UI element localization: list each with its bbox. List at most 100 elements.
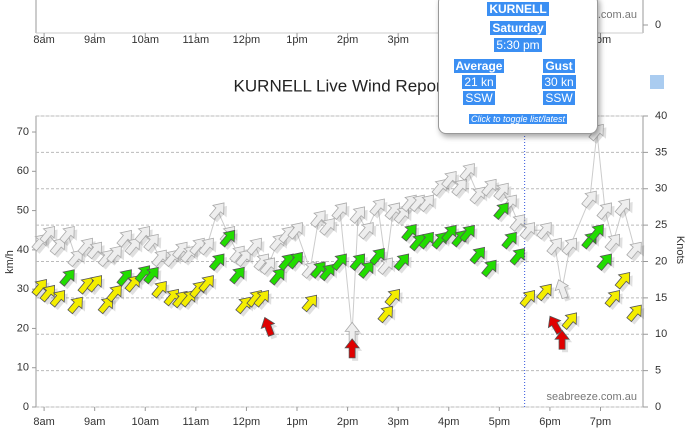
average-arrow (116, 269, 132, 287)
y2-tick-label: 35 (655, 146, 667, 158)
chart-title: KURNELL Live Wind Report (234, 76, 447, 95)
average-arrow (358, 261, 374, 279)
average-arrow (509, 247, 525, 266)
average-arrow (124, 275, 140, 293)
gust-arrow (246, 237, 262, 256)
x-tick-label: 9am (84, 34, 105, 46)
y-tick-label: 60 (17, 165, 29, 177)
average-direction: SSW (463, 91, 495, 105)
gust-arrow (208, 202, 225, 220)
y2-tick-label: 20 (655, 255, 667, 267)
y2-axis-label: Knots (674, 236, 686, 265)
watermark: seabreeze.com.au (547, 391, 638, 403)
y-tick-label: 40 (17, 244, 29, 256)
y-tick-label: 70 (17, 126, 29, 138)
average-arrow (301, 294, 318, 313)
gust-arrow (198, 237, 214, 256)
gust-direction: SSW (543, 91, 575, 105)
average-arrow (369, 247, 385, 266)
x-tick-label: 3pm (387, 416, 408, 428)
average-arrow (59, 269, 75, 287)
gust-arrow (86, 241, 103, 260)
gust-arrow (614, 198, 631, 217)
gust-arrow (596, 202, 612, 220)
x-tick-label: 12pm (233, 34, 261, 46)
gust-arrow (349, 206, 366, 224)
x-tick-label: 6pm (539, 416, 560, 428)
average-arrow (418, 231, 434, 250)
average-arrow (143, 266, 159, 285)
y-tick-label: 30 (17, 283, 29, 295)
average-arrow (393, 253, 410, 272)
x-tick-label: 2pm (337, 34, 358, 46)
average-speed: 21 kn (462, 75, 496, 89)
average-arrow (547, 315, 563, 335)
average-arrow (344, 338, 360, 359)
average-arrow (384, 288, 400, 307)
average-arrow (626, 304, 642, 323)
average-arrow (106, 284, 122, 303)
x-tick-label: 3pm (387, 34, 408, 46)
y2-tick-label: 0 (655, 401, 661, 413)
average-arrow (536, 283, 552, 302)
gust-speed: 30 kn (542, 75, 576, 89)
station: KURNELL (487, 2, 549, 16)
gust-arrow (143, 233, 159, 252)
average-arrow (235, 296, 251, 315)
gust-arrow (319, 218, 335, 236)
average-arrow (198, 275, 214, 293)
average-arrow (596, 253, 612, 272)
average-arrow (501, 231, 517, 250)
y-axis-label: km/h (4, 250, 16, 274)
gust-arrow (418, 194, 434, 213)
average-arrow (269, 268, 285, 286)
average-arrow (253, 290, 269, 308)
average-arrow (260, 316, 276, 337)
gust-arrow (377, 257, 393, 275)
x-tick-label: 7pm (590, 416, 611, 428)
average-arrow (614, 271, 631, 290)
y-tick-label: 50 (17, 204, 29, 216)
toggle-link[interactable]: Click to toggle list/latest (468, 114, 568, 124)
gust-arrow (554, 279, 570, 300)
gust-arrow (235, 249, 251, 268)
x-tick-label: 10am (131, 34, 159, 46)
y2-tick-label: 0 (655, 19, 661, 31)
x-tick-label: 11am (182, 416, 209, 428)
gust-arrow (546, 237, 562, 256)
gust-arrow (441, 171, 457, 189)
gust-arrow (259, 257, 276, 275)
average-arrow (229, 266, 245, 285)
average-arrow (97, 296, 114, 315)
average-arrow (401, 224, 417, 242)
y2-tick-label: 5 (655, 365, 661, 377)
average-arrow (377, 305, 393, 324)
gust-arrow (493, 182, 509, 201)
average-arrow (331, 253, 347, 272)
gust-arrow (519, 222, 536, 240)
x-tick-label: 10am (131, 416, 159, 428)
gust-arrow (604, 233, 621, 252)
x-tick-label: 12pm (233, 416, 261, 428)
y2-tick-label: 15 (655, 292, 667, 304)
average-label: Average (453, 59, 505, 73)
y2-tick-label: 25 (655, 219, 667, 231)
legend-toggle[interactable] (650, 75, 664, 89)
gust-arrow (369, 198, 385, 217)
tooltip[interactable]: KURNELL Saturday 5:30 pm Average 21 kn S… (438, 0, 598, 134)
gust-arrow (331, 202, 347, 220)
x-tick-label: 11am (182, 34, 209, 46)
y2-tick-label: 10 (655, 328, 667, 340)
gust-arrow (469, 186, 485, 205)
x-tick-label: 1pm (286, 416, 307, 428)
gust-arrow (509, 214, 525, 232)
x-tick-label: 8am (33, 416, 54, 428)
gust-arrow (287, 222, 303, 240)
average-arrow (319, 263, 335, 282)
average-arrow (441, 224, 457, 243)
gust-label: Gust (543, 59, 575, 73)
average-arrow (469, 246, 485, 265)
y-tick-label: 0 (23, 401, 29, 413)
